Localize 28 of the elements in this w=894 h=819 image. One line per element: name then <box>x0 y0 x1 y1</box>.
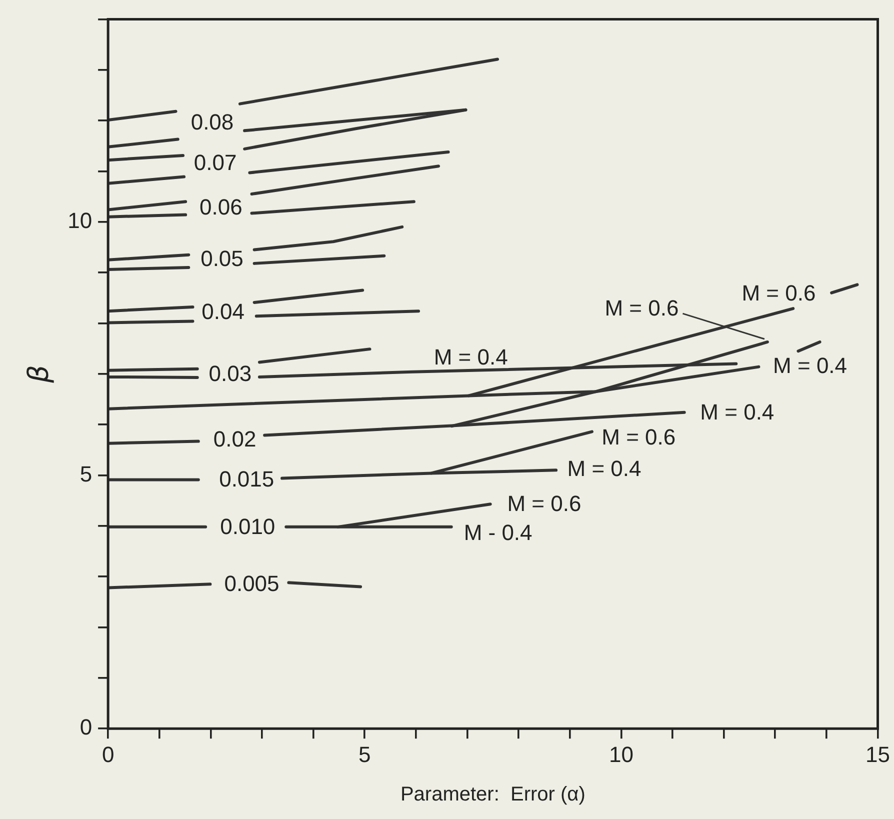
annotation: 0.07 <box>194 150 237 176</box>
annotation: 0.06 <box>200 194 242 220</box>
y-axis-title: β <box>22 364 56 384</box>
x-tick-label: 10 <box>608 742 634 767</box>
annotation: M = 0.4 <box>773 352 848 378</box>
y-tick-label: 5 <box>80 461 92 486</box>
annotation: 0.015 <box>219 466 274 492</box>
annotation: 0.03 <box>208 360 252 386</box>
annotation: 0.04 <box>202 299 244 324</box>
y-tick-label: 10 <box>68 208 92 233</box>
annotation: M = 0.6 <box>602 424 676 450</box>
x-tick-label: 15 <box>866 742 890 767</box>
annotation: M = 0.4 <box>700 399 774 424</box>
annotation: M = 0.6 <box>742 280 816 306</box>
x-axis-title: Parameter: Error (α) <box>400 784 586 806</box>
annotation: 0.05 <box>200 246 244 271</box>
annotation: 0.08 <box>190 110 234 135</box>
annotation: M = 0.6 <box>507 491 582 516</box>
annotation: M = 0.4 <box>567 456 642 482</box>
y-tick-label: 0 <box>80 714 92 740</box>
x-tick-label: 0 <box>102 742 114 767</box>
annotation: M - 0.4 <box>464 520 532 546</box>
annotation: 0.010 <box>220 514 276 540</box>
annotation: M = 0.4 <box>434 344 508 370</box>
annotation: 0.005 <box>224 570 280 596</box>
annotation: M = 0.6 <box>604 296 679 321</box>
annotation: 0.02 <box>213 426 256 452</box>
x-tick-label: 5 <box>358 742 371 767</box>
